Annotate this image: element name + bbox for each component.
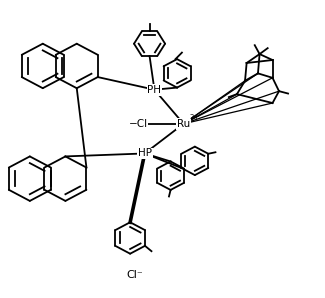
Text: −Cl: −Cl	[129, 119, 148, 129]
Text: Ru: Ru	[177, 119, 190, 129]
Text: Cl⁻: Cl⁻	[127, 270, 143, 280]
Text: 2+: 2+	[189, 114, 199, 120]
Text: HP: HP	[138, 148, 152, 159]
Text: PH: PH	[148, 85, 162, 95]
